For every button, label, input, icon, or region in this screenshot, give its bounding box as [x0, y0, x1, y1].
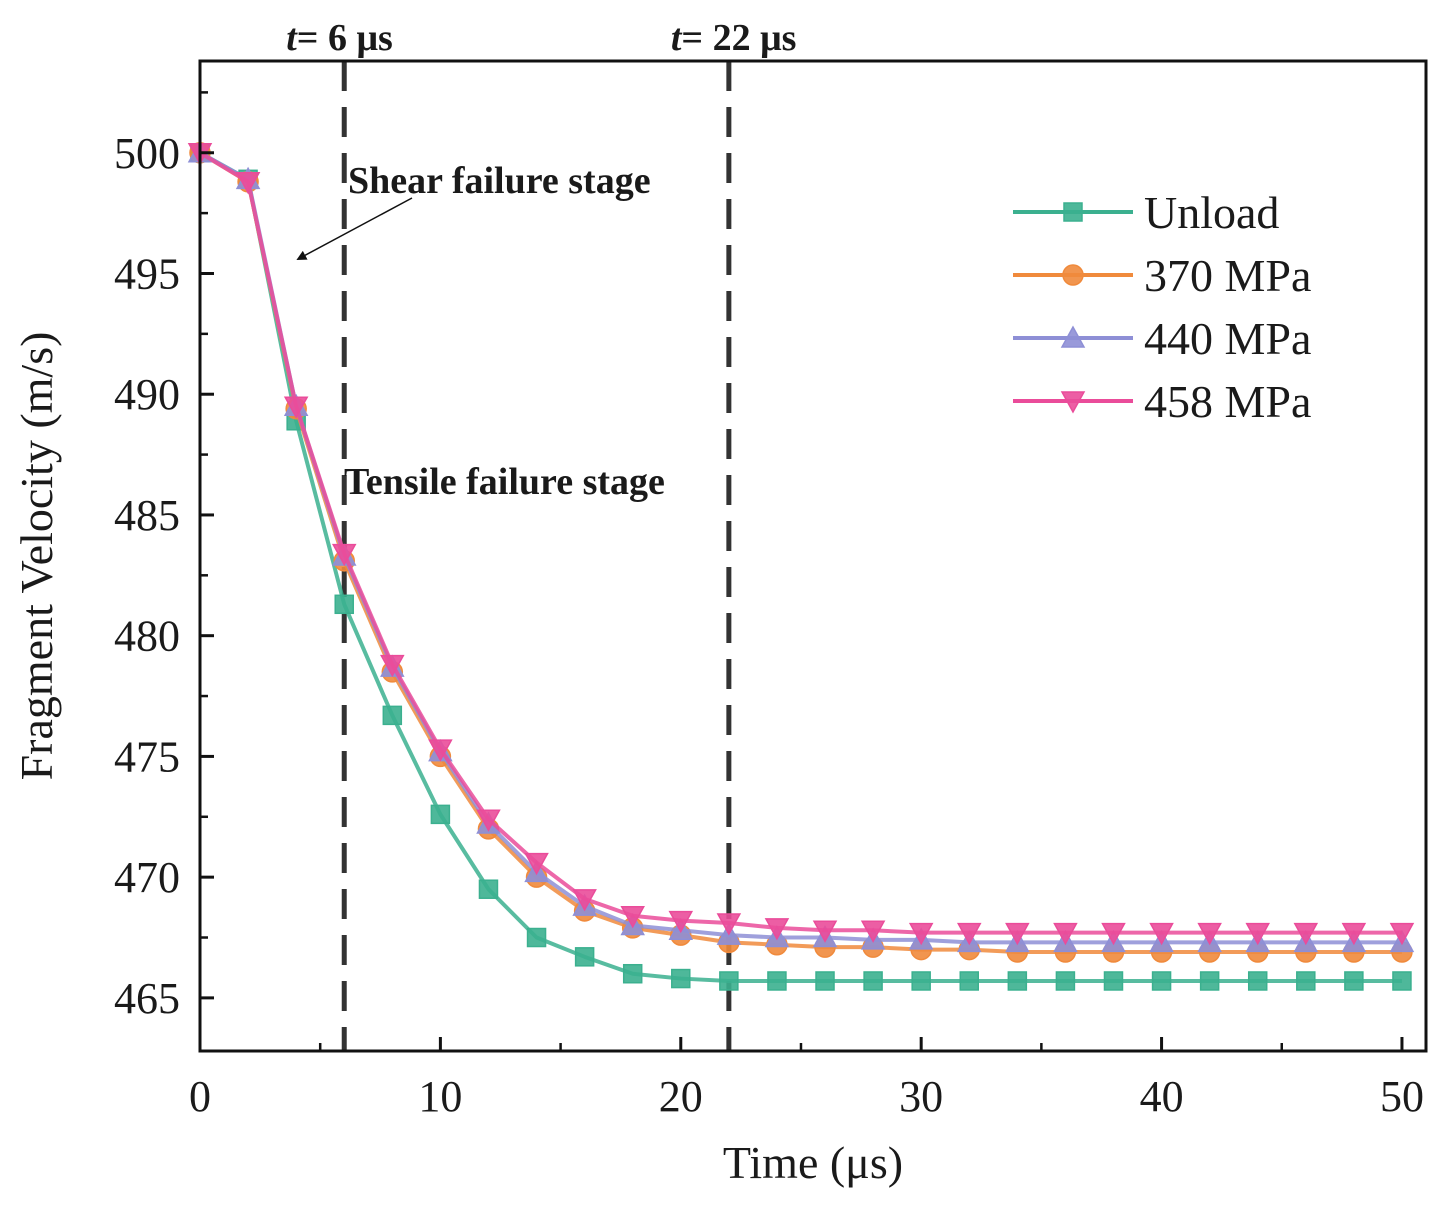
legend-item: 458 MPa	[1013, 376, 1311, 427]
y-axis-title: Fragment Velocity (m/s)	[11, 332, 62, 781]
legend-item: 370 MPa	[1013, 250, 1311, 301]
data-point	[719, 971, 739, 991]
data-point	[1005, 922, 1030, 946]
data-point	[863, 971, 883, 991]
shear-failure-stage-label: Shear failure stage	[348, 160, 651, 202]
vertical-line-label: t= 6 μs	[286, 17, 393, 59]
data-point	[1055, 971, 1076, 991]
data-point	[235, 171, 261, 195]
data-point	[767, 971, 787, 991]
data-point	[1101, 922, 1126, 946]
data-point	[956, 922, 982, 946]
data-point	[908, 922, 934, 946]
vertical-reference-lines	[341, 61, 732, 1051]
x-axis-title: Time (μs)	[723, 1137, 903, 1188]
data-point	[476, 809, 501, 832]
series-458-mpa	[187, 143, 1415, 946]
data-point	[1103, 971, 1124, 991]
legend-label: 440 MPa	[1144, 313, 1311, 364]
data-point	[1247, 971, 1268, 991]
x-tick-label: 40	[1140, 1072, 1184, 1121]
series-line	[198, 151, 1402, 935]
y-tick-label: 480	[114, 612, 180, 661]
data-point	[430, 804, 451, 825]
data-point	[1344, 971, 1364, 991]
x-tick-label: 10	[418, 1072, 462, 1121]
data-point	[1341, 922, 1367, 946]
legend-swatch-marker	[1062, 264, 1084, 286]
legend-swatch-marker	[1060, 325, 1086, 348]
x-tick-label: 0	[189, 1072, 211, 1121]
series-layer	[187, 140, 1415, 991]
vertical-line-labels: t= 6 μs t= 22 μs	[286, 17, 796, 59]
data-point	[1007, 971, 1028, 991]
data-point	[716, 913, 742, 936]
y-tick-label: 500	[114, 129, 180, 178]
x-tick-label: 20	[659, 1072, 703, 1121]
vertical-line-label: t= 22 μs	[671, 17, 797, 59]
data-point	[1296, 971, 1316, 991]
data-point	[428, 739, 453, 762]
data-point	[1053, 922, 1078, 946]
data-point	[812, 920, 838, 943]
vertical-line-label-italic: t	[671, 17, 683, 59]
data-point	[622, 963, 643, 984]
legend-swatch-marker	[1060, 391, 1086, 414]
y-axis: 465 470 475 480 485 490 495 500	[114, 91, 214, 1023]
legend-label: 458 MPa	[1144, 376, 1311, 427]
data-point	[382, 705, 403, 726]
data-point	[380, 654, 405, 678]
vertical-line-label-italic: t	[286, 17, 298, 59]
data-point	[334, 594, 354, 615]
tensile-failure-stage-label: Tensile failure stage	[344, 461, 665, 503]
plot-area-frame	[198, 59, 1428, 1053]
shear-arrow	[296, 197, 413, 260]
x-axis: 0 10 20 30 40 50	[189, 1037, 1424, 1121]
data-point	[526, 927, 547, 948]
vertical-line-label-rest: = 22 μs	[681, 17, 796, 59]
data-point	[574, 947, 595, 967]
vertical-line-label-rest: = 6 μs	[297, 17, 393, 59]
x-tick-label: 50	[1380, 1072, 1424, 1121]
y-tick-label: 465	[114, 974, 180, 1023]
legend-item: 440 MPa	[1013, 313, 1311, 364]
data-point	[1199, 971, 1220, 991]
data-point	[572, 889, 597, 912]
data-point	[524, 852, 549, 876]
legend-item: Unload	[1013, 187, 1279, 238]
data-point	[815, 971, 835, 991]
y-tick-label: 490	[114, 370, 180, 419]
y-tick-label: 475	[114, 732, 180, 781]
legend-swatch-marker	[1063, 202, 1083, 222]
x-tick-label: 30	[899, 1072, 943, 1121]
data-point	[331, 543, 357, 567]
data-point	[1149, 922, 1174, 946]
data-point	[671, 968, 691, 989]
data-point	[478, 879, 499, 899]
data-point	[283, 396, 309, 419]
data-point	[1293, 922, 1319, 946]
data-point	[620, 906, 645, 929]
data-point	[959, 971, 980, 991]
data-point	[1389, 922, 1415, 946]
legend-label: 370 MPa	[1144, 250, 1311, 301]
data-point	[668, 910, 694, 934]
legend-label: Unload	[1144, 187, 1279, 238]
data-point	[1197, 922, 1222, 946]
data-point	[1151, 971, 1172, 991]
y-tick-label: 470	[114, 853, 180, 902]
data-point	[1392, 971, 1412, 991]
data-point	[860, 920, 886, 943]
data-point	[1245, 922, 1270, 946]
legend: Unload 370 MPa 440 MPa 458 MPa	[1013, 187, 1311, 427]
y-tick-label: 495	[114, 249, 180, 298]
y-tick-label: 485	[114, 491, 180, 540]
data-point	[911, 971, 931, 991]
data-point	[764, 918, 790, 941]
